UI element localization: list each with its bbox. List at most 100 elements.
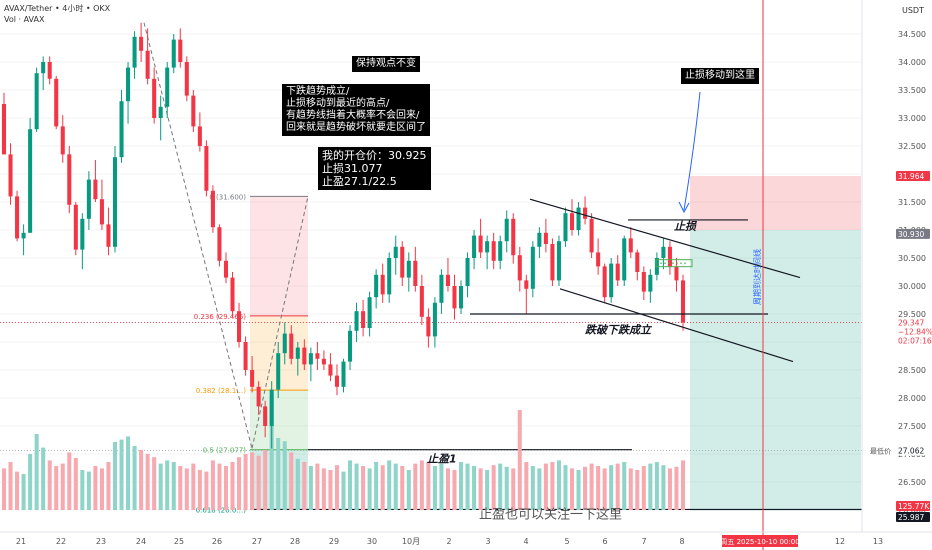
volume-bar: [8, 462, 13, 510]
volume-bar: [112, 442, 118, 510]
candle-body: [354, 311, 359, 331]
price-badge-label: 125.77K: [898, 502, 930, 511]
candle-body: [348, 330, 353, 362]
analysis-line: 回来就是趋势破坏就要走区间了: [286, 122, 426, 133]
time-tick-label: 28: [290, 537, 300, 546]
volume-bar: [341, 471, 346, 510]
volume-bar: [393, 463, 398, 510]
candle-body: [413, 260, 418, 286]
candle-body: [67, 154, 72, 205]
candle-body: [210, 190, 215, 228]
volume-bar: [15, 471, 20, 510]
take-profit-1-label: 止盈1: [427, 452, 457, 465]
price-badge-bg: [896, 512, 930, 522]
volume-bar: [556, 460, 561, 510]
breakdown-label: 跌破下跌成立: [585, 324, 653, 337]
time-tick-label: 10月: [402, 537, 420, 546]
volume-legend[interactable]: Vol · AVAX: [4, 15, 45, 24]
volume-bar: [439, 463, 444, 510]
candle-body: [93, 179, 98, 200]
time-tick-label: 13: [873, 537, 883, 546]
volume-bar: [152, 457, 157, 510]
volume-bar: [419, 460, 424, 510]
volume-bar: [295, 458, 300, 510]
volume-bar: [237, 457, 242, 510]
time-tick-label: 3: [485, 537, 490, 546]
volume-bar: [452, 470, 457, 510]
volume-bar: [511, 468, 516, 510]
candle-body: [308, 353, 313, 365]
price-tick-label: 28.500: [898, 366, 926, 375]
volume-bar: [498, 463, 503, 510]
price-badge-label: 31.964: [898, 172, 924, 181]
candle-body: [498, 241, 503, 261]
price-badge-label: 27.062: [898, 447, 924, 456]
time-tick-label: 26: [212, 537, 222, 546]
volume-bar: [217, 463, 222, 510]
volume-bar: [615, 463, 620, 510]
price-badge-bg: [896, 326, 930, 337]
analysis-line: 下跌趋势成立/: [286, 86, 350, 97]
candle-body: [667, 246, 672, 267]
candle-body: [191, 95, 196, 127]
candle-body: [80, 218, 85, 250]
volume-bar: [524, 462, 529, 510]
price-tick-label: 32.500: [898, 142, 926, 151]
volume-bar: [465, 463, 470, 510]
candle-body: [276, 353, 281, 390]
candle-body: [615, 263, 620, 281]
volume-bar: [165, 460, 170, 510]
volume-bar: [282, 441, 287, 510]
fib-level-label: 0.5 (27.077): [203, 447, 247, 455]
candle-body: [504, 218, 509, 242]
candle-body: [530, 246, 535, 289]
candle-body: [641, 272, 646, 292]
time-tick-label: 21: [16, 537, 26, 546]
volume-bar: [250, 452, 255, 510]
candle-body: [419, 286, 424, 317]
price-tick-label: 26.500: [898, 478, 926, 487]
volume-bar: [504, 466, 509, 510]
volume-bar: [674, 466, 679, 510]
candle-body: [158, 106, 163, 118]
candle-body: [563, 213, 568, 242]
price-tick-label: 30.000: [898, 282, 926, 291]
candle-body: [165, 67, 170, 107]
position-note: 我的开仓价：30.925 止损31.077 止盈27.1/22.5: [318, 147, 431, 190]
candle-body: [132, 36, 137, 68]
lower-trend-line: [559, 288, 794, 363]
volume-bar: [367, 468, 372, 510]
candle-body: [315, 353, 320, 359]
candle-body: [393, 246, 398, 258]
symbol-legend[interactable]: AVAX/Tether • 4小时 • OKX: [4, 4, 111, 13]
time-tick-label: 22: [56, 537, 66, 546]
volume-bar: [132, 446, 137, 510]
candle-body: [223, 260, 229, 278]
candle-body: [119, 101, 124, 158]
time-tick-label: 7: [641, 537, 646, 546]
fib-zone: [250, 196, 308, 316]
volume-bar: [328, 470, 333, 510]
volume-bar: [354, 463, 359, 510]
volume-bar: [432, 466, 437, 510]
candle-body: [367, 297, 372, 328]
candle-body: [171, 39, 176, 68]
time-badge-bg: [722, 535, 798, 547]
volume-bar: [191, 463, 196, 510]
volume-bar: [648, 463, 653, 510]
price-tick-label: 34.500: [898, 30, 926, 39]
time-tick-label: 8: [679, 537, 684, 546]
candle-body: [445, 274, 450, 286]
candle-body: [197, 126, 202, 146]
price-badge-label: −12.84%: [898, 328, 932, 337]
volume-bar: [569, 468, 575, 510]
candle-body: [439, 274, 444, 303]
price-tick-label: 27.500: [898, 422, 926, 431]
candle-body: [295, 347, 300, 359]
volume-bar: [126, 436, 131, 510]
volume-bar: [1, 468, 7, 510]
profit-zone: [690, 230, 861, 511]
candle-body: [680, 280, 686, 323]
time-tick-label: 24: [136, 537, 146, 546]
